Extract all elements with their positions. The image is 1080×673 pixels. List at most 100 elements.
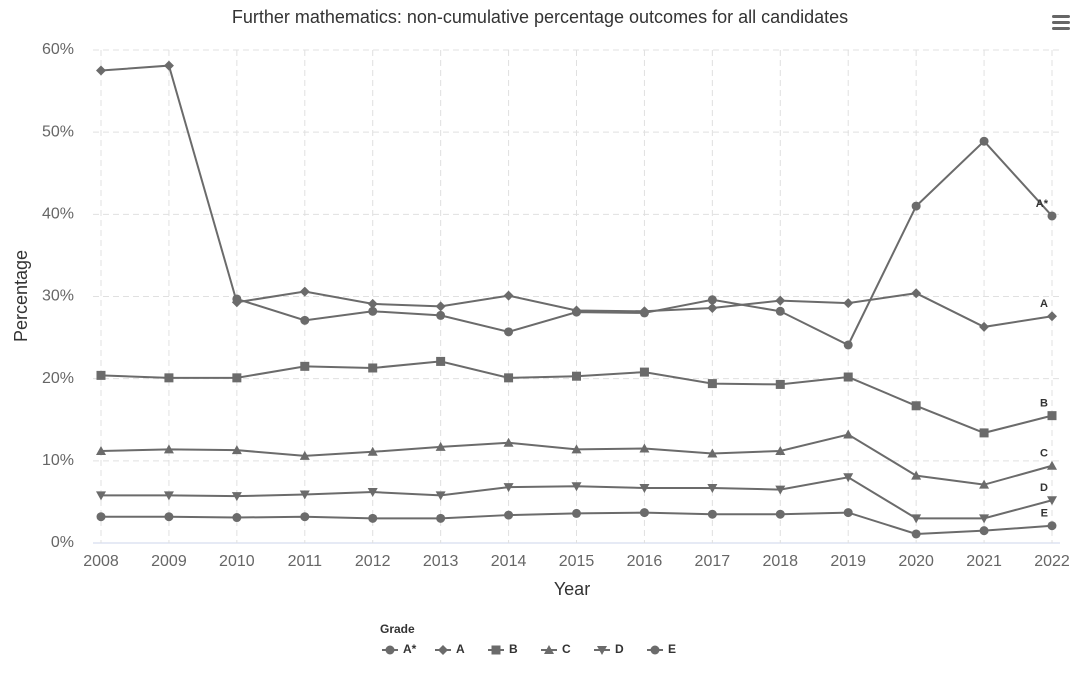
marker bbox=[368, 306, 378, 316]
marker bbox=[231, 297, 242, 308]
marker bbox=[504, 327, 514, 337]
marker bbox=[843, 429, 854, 439]
marker bbox=[503, 437, 514, 447]
marker bbox=[707, 303, 718, 314]
marker bbox=[300, 512, 310, 522]
menu-bar[interactable] bbox=[1052, 21, 1070, 24]
legend-item[interactable]: E bbox=[647, 642, 676, 656]
y-tick-label: 30% bbox=[42, 288, 74, 305]
x-axis-title: Year bbox=[554, 579, 590, 599]
menu-icon[interactable] bbox=[1052, 15, 1070, 30]
marker bbox=[300, 315, 310, 325]
marker bbox=[639, 367, 649, 377]
x-tick-label: 2013 bbox=[423, 553, 459, 570]
x-tick-label: 2009 bbox=[151, 553, 187, 570]
marker bbox=[299, 450, 310, 460]
marker bbox=[1047, 496, 1057, 506]
marker bbox=[164, 512, 174, 522]
marker bbox=[650, 645, 660, 655]
x-tick-label: 2017 bbox=[695, 553, 731, 570]
marker bbox=[503, 290, 514, 301]
marker bbox=[1047, 460, 1057, 470]
y-tick-label: 40% bbox=[42, 206, 74, 223]
x-tick-label: 2010 bbox=[219, 553, 255, 570]
legend-label: C bbox=[562, 642, 571, 656]
marker bbox=[368, 513, 378, 523]
marker bbox=[707, 509, 717, 519]
marker bbox=[571, 305, 582, 316]
x-tick-label: 2022 bbox=[1034, 553, 1070, 570]
marker bbox=[491, 645, 501, 655]
y-axis-title: Percentage bbox=[11, 250, 31, 342]
marker bbox=[504, 510, 514, 520]
marker bbox=[436, 310, 446, 320]
menu-bar[interactable] bbox=[1052, 15, 1070, 18]
marker bbox=[597, 646, 607, 655]
marker bbox=[231, 445, 242, 455]
marker bbox=[96, 512, 106, 522]
marker bbox=[163, 444, 174, 454]
marker bbox=[504, 373, 514, 383]
marker bbox=[843, 508, 853, 518]
marker bbox=[775, 379, 785, 389]
y-tick-label: 10% bbox=[42, 452, 74, 469]
legend-item[interactable]: A bbox=[435, 642, 465, 656]
marker bbox=[1047, 411, 1057, 421]
marker bbox=[503, 483, 514, 493]
x-tick-label: 2008 bbox=[83, 553, 119, 570]
marker bbox=[299, 490, 310, 500]
marker bbox=[435, 301, 446, 312]
marker bbox=[299, 286, 310, 297]
menu-bar[interactable] bbox=[1052, 27, 1070, 30]
marker bbox=[843, 372, 853, 382]
marker bbox=[911, 401, 921, 411]
marker bbox=[385, 645, 395, 655]
marker bbox=[639, 443, 650, 453]
marker bbox=[979, 479, 990, 489]
marker bbox=[232, 373, 242, 383]
marker bbox=[911, 201, 921, 211]
legend-item[interactable]: C bbox=[541, 642, 571, 656]
marker bbox=[639, 508, 649, 518]
marker bbox=[775, 509, 785, 519]
marker bbox=[1047, 311, 1057, 322]
marker bbox=[571, 482, 582, 492]
x-tick-label: 2020 bbox=[898, 553, 934, 570]
marker bbox=[163, 491, 174, 501]
marker bbox=[979, 428, 989, 438]
x-tick-label: 2014 bbox=[491, 553, 527, 570]
marker bbox=[911, 470, 922, 480]
marker bbox=[96, 445, 106, 455]
marker bbox=[435, 441, 446, 451]
x-tick-label: 2011 bbox=[288, 553, 323, 570]
marker bbox=[435, 491, 446, 501]
legend-label: E bbox=[668, 642, 676, 656]
marker bbox=[1047, 211, 1057, 221]
legend-item[interactable]: B bbox=[488, 642, 518, 656]
marker bbox=[96, 65, 106, 76]
legend-label: A bbox=[456, 642, 465, 656]
marker bbox=[979, 321, 990, 332]
marker bbox=[775, 445, 786, 455]
marker bbox=[911, 529, 921, 539]
legend-item[interactable]: A* bbox=[382, 642, 417, 656]
legend-item[interactable]: D bbox=[594, 642, 624, 656]
legend-label: D bbox=[615, 642, 624, 656]
x-tick-label: 2016 bbox=[627, 553, 663, 570]
marker bbox=[436, 356, 446, 366]
x-tick-label: 2015 bbox=[559, 553, 595, 570]
y-tick-label: 60% bbox=[42, 41, 74, 58]
end-label: E bbox=[1041, 508, 1048, 520]
legend-label: B bbox=[509, 642, 518, 656]
marker bbox=[231, 492, 242, 502]
marker bbox=[232, 513, 242, 523]
x-tick-label: 2018 bbox=[762, 553, 798, 570]
chart-title: Further mathematics: non-cumulative perc… bbox=[232, 7, 848, 27]
marker bbox=[436, 513, 446, 523]
y-tick-label: 20% bbox=[42, 370, 74, 387]
marker bbox=[707, 448, 718, 458]
marker bbox=[979, 514, 990, 524]
y-tick-label: 50% bbox=[42, 123, 74, 140]
marker bbox=[775, 485, 786, 495]
